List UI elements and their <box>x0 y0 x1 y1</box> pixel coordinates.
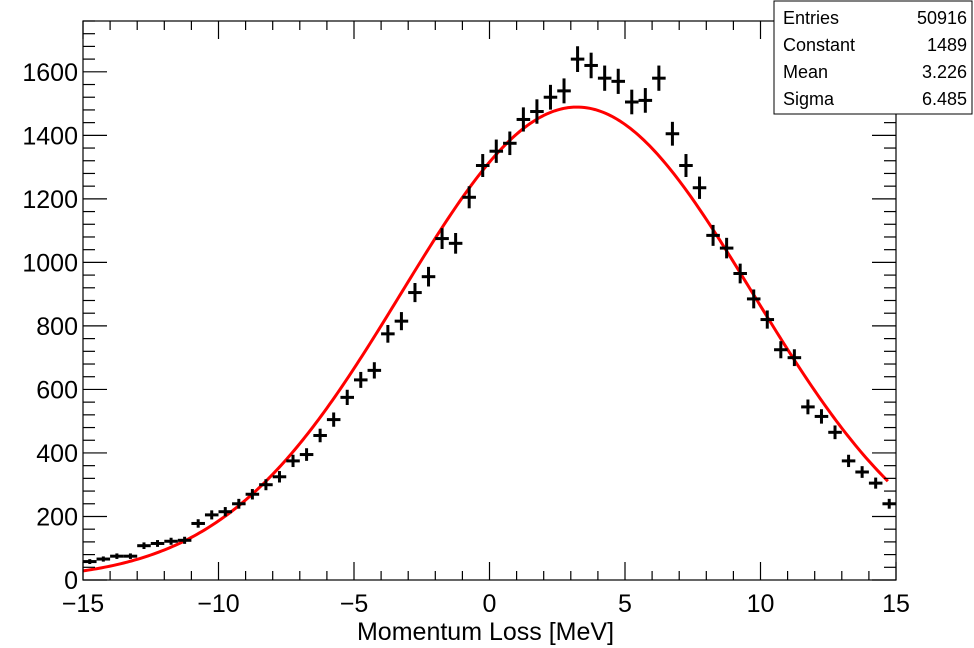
data-point <box>597 65 612 91</box>
data-point <box>503 131 517 156</box>
data-point <box>706 224 720 246</box>
stats-value: 6.485 <box>922 89 967 109</box>
stats-label: Sigma <box>783 89 835 109</box>
data-point <box>746 289 761 309</box>
y-tick-label: 1400 <box>22 122 78 150</box>
x-tick-label: 5 <box>618 590 632 618</box>
data-point <box>719 237 734 259</box>
data-point <box>543 84 558 110</box>
data-point <box>367 362 382 379</box>
data-point <box>801 399 815 415</box>
y-axis-ticks: 0 200 400 600 800 1000 1200 1400 1600 <box>22 20 896 595</box>
y-tick-label: 200 <box>36 503 78 531</box>
data-point <box>516 107 531 132</box>
y-tick-label: 1600 <box>22 59 78 87</box>
data-point <box>286 454 300 468</box>
data-point <box>164 537 178 545</box>
stats-label: Mean <box>783 62 828 82</box>
data-point <box>475 154 490 177</box>
data-point <box>340 389 354 405</box>
points-layer <box>83 46 896 564</box>
data-point <box>354 371 368 388</box>
data-point <box>299 448 314 461</box>
stats-value: 3.226 <box>922 62 967 82</box>
x-tick-label: −10 <box>197 590 239 618</box>
stats-label: Entries <box>783 8 839 28</box>
data-point <box>625 89 639 115</box>
data-point <box>408 283 422 303</box>
data-point <box>177 536 192 544</box>
data-point <box>435 228 449 249</box>
x-tick-label: 0 <box>483 590 497 618</box>
data-point <box>584 52 598 79</box>
data-point <box>110 553 124 559</box>
data-point <box>326 412 341 427</box>
data-point <box>137 542 151 549</box>
data-point <box>638 88 653 113</box>
data-point <box>733 263 747 284</box>
data-point <box>259 479 273 491</box>
x-tick-label: −15 <box>62 590 104 618</box>
y-tick-label: 0 <box>64 567 78 595</box>
stats-rows: Entries 50916 Constant 1489 Mean 3.226 Sigma 6.… <box>783 8 967 109</box>
data-point <box>760 310 775 329</box>
stats-box-frame <box>773 0 973 115</box>
data-point <box>204 510 219 520</box>
data-point <box>313 428 327 443</box>
x-axis-title: Momentum Loss [MeV] <box>357 618 614 646</box>
y-tick-label: 1000 <box>22 249 78 277</box>
stats-label: Constant <box>783 35 855 55</box>
stats-box: Entries 50916 Constant 1489 Mean 3.226 Sigma 6.… <box>773 0 973 115</box>
data-point <box>828 425 842 440</box>
data-point <box>530 99 544 124</box>
data-point <box>814 409 829 424</box>
data-point <box>787 349 802 367</box>
data-point <box>679 154 693 177</box>
data-point <box>652 65 666 91</box>
data-point <box>150 540 165 547</box>
data-point <box>868 477 883 489</box>
data-point <box>855 466 869 478</box>
data-point <box>83 559 97 564</box>
data-point <box>123 553 138 559</box>
data-point <box>462 186 476 209</box>
data-point <box>841 454 856 468</box>
data-point <box>570 46 585 72</box>
data-point <box>381 325 395 343</box>
stats-value: 1489 <box>927 35 967 55</box>
data-point <box>232 498 246 509</box>
data-point <box>394 312 409 331</box>
y-tick-label: 800 <box>36 313 78 341</box>
data-point <box>448 232 463 254</box>
data-point <box>96 556 111 562</box>
data-point <box>489 139 504 163</box>
x-tick-label: 15 <box>882 590 910 618</box>
y-tick-label: 400 <box>36 440 78 468</box>
data-point <box>218 507 233 517</box>
data-point <box>665 121 680 146</box>
x-tick-label: −5 <box>340 590 369 618</box>
data-point <box>245 489 260 500</box>
y-tick-label: 1200 <box>22 186 78 214</box>
x-tick-label: 10 <box>747 590 775 618</box>
stats-value: 50916 <box>917 8 967 28</box>
data-point <box>557 78 571 104</box>
data-point <box>774 341 788 359</box>
data-point <box>272 471 287 483</box>
data-point <box>191 519 205 528</box>
data-point <box>421 266 436 287</box>
data-point <box>692 176 707 199</box>
y-tick-label: 600 <box>36 376 78 404</box>
data-point <box>611 68 625 94</box>
x-axis-ticks: −15 −10 −5 0 5 10 15 <box>62 21 910 618</box>
